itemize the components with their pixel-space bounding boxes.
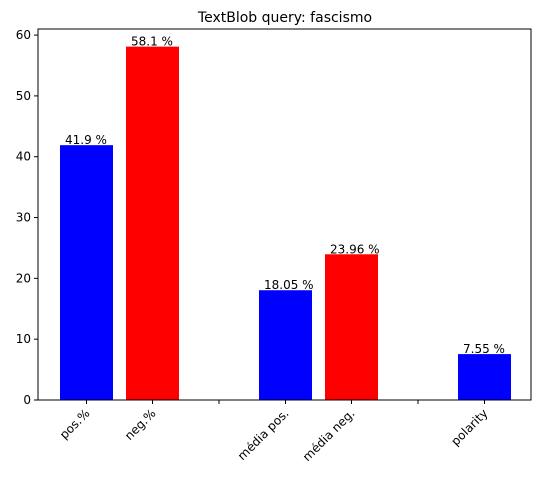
x-tick-label: média pos. — [235, 406, 292, 463]
x-tick-label: média neg. — [300, 406, 358, 464]
y-tick-label: 10 — [16, 332, 31, 346]
data-label: 41.9 % — [65, 133, 107, 147]
x-tick-label: pos.% — [57, 406, 93, 442]
y-tick-label: 50 — [16, 89, 31, 103]
y-tick-label: 0 — [23, 393, 31, 407]
axes-frame — [37, 28, 532, 401]
y-tick-label: 30 — [16, 211, 31, 225]
x-tick-label: polarity — [448, 406, 490, 448]
x-tick-label: neg.% — [122, 406, 159, 443]
data-label: 18.05 % — [264, 278, 314, 292]
data-label: 58.1 % — [131, 35, 173, 49]
y-tick-label: 60 — [16, 28, 31, 42]
bar — [126, 46, 179, 401]
data-label: 23.96 % — [330, 242, 380, 256]
bar — [259, 290, 312, 400]
bar — [458, 354, 511, 400]
y-tick-label: 20 — [16, 271, 31, 285]
bar — [325, 254, 378, 400]
plot-area: 0 10 20 30 40 50 60 pos.% neg.% média pos. média n… — [16, 28, 532, 464]
chart-title: TextBlob query: fascismo — [197, 10, 372, 26]
y-tick-label: 40 — [16, 150, 31, 164]
data-label: 7.55 % — [463, 342, 505, 356]
bar — [60, 145, 113, 400]
